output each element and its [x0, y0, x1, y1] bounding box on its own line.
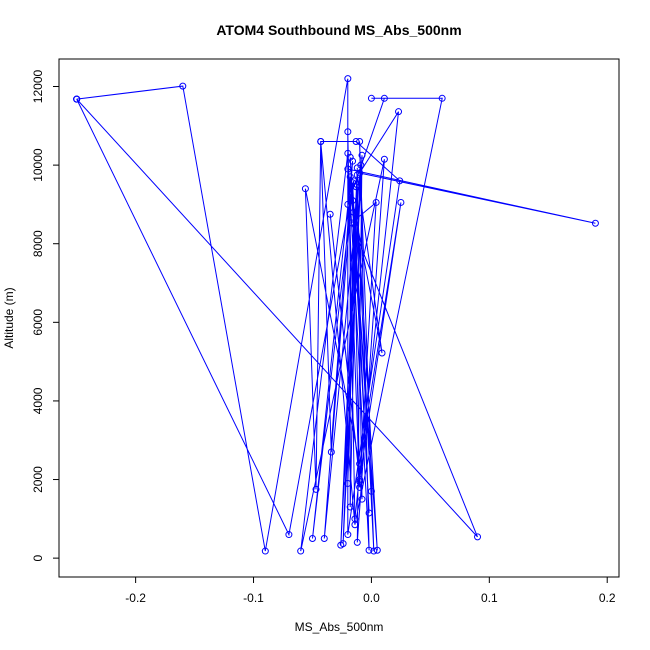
x-tick-label: -0.2: [125, 591, 146, 605]
y-tick-label: 2000: [31, 466, 45, 493]
data-point: [352, 138, 360, 146]
data-point: [317, 138, 325, 146]
x-tick-label: 0.0: [363, 591, 380, 605]
data-point: [356, 138, 364, 146]
y-tick-label: 10000: [31, 148, 45, 182]
data-point: [356, 477, 364, 485]
data-point: [365, 509, 373, 517]
data-point: [297, 547, 305, 555]
data-point: [179, 82, 187, 90]
chart-title: ATOM4 Southbound MS_Abs_500nm: [216, 22, 461, 38]
y-tick-label: 6000: [31, 309, 45, 336]
data-point: [73, 95, 81, 103]
plot-area-frame: [58, 58, 620, 578]
data-point: [353, 181, 361, 189]
y-axis-label: Altitude (m): [2, 287, 16, 348]
data-point: [353, 538, 361, 546]
data-point: [344, 75, 352, 83]
data-point: [308, 534, 316, 542]
series-line: [76, 78, 596, 552]
data-point: [326, 210, 334, 218]
x-tick-label: -0.1: [243, 591, 264, 605]
data-point: [346, 173, 354, 181]
data-point: [327, 448, 335, 456]
y-tick-label: 8000: [31, 230, 45, 257]
data-point: [346, 503, 354, 511]
data-point: [438, 94, 446, 102]
data-point: [349, 157, 357, 165]
data-point: [395, 108, 403, 116]
data-point: [358, 495, 366, 503]
y-axis: 0 2000 4000 6000 8000 10000 12000: [31, 70, 59, 561]
data-point: [353, 164, 361, 172]
data-point: [367, 94, 375, 102]
data-point: [356, 460, 364, 468]
data-point: [351, 515, 359, 523]
data-point: [370, 547, 378, 555]
y-tick-label: 12000: [31, 70, 45, 104]
data-point: [397, 198, 405, 206]
data-point: [344, 200, 352, 208]
x-tick-label: 0.1: [481, 591, 498, 605]
data-point: [353, 171, 361, 179]
data-point: [378, 349, 386, 357]
data-point: [339, 540, 347, 548]
data-point: [380, 155, 388, 163]
data-point: [320, 534, 328, 542]
data-point: [347, 219, 355, 227]
data-point: [349, 179, 357, 187]
y-tick-label: 0: [31, 554, 45, 561]
data-point: [350, 208, 358, 216]
data-point: [358, 151, 366, 159]
data-point: [365, 546, 373, 554]
data-point: [372, 198, 380, 206]
data-point: [591, 219, 599, 227]
data-point: [344, 531, 352, 539]
data-series: [73, 75, 599, 555]
data-point: [344, 149, 352, 157]
x-axis: -0.2 -0.1 0.0 0.1 0.2: [125, 577, 616, 605]
data-point: [261, 547, 269, 555]
data-point: [367, 487, 375, 495]
data-point: [396, 177, 404, 185]
data-point: [474, 533, 482, 541]
y-tick-label: 4000: [31, 387, 45, 414]
data-point: [344, 128, 352, 136]
data-point: [373, 546, 381, 554]
data-point: [344, 165, 352, 173]
data-point: [301, 185, 309, 193]
data-point: [380, 94, 388, 102]
data-point: [349, 196, 357, 204]
x-axis-label: MS_Abs_500nm: [295, 620, 384, 634]
data-point: [285, 531, 293, 539]
x-tick-label: 0.2: [599, 591, 616, 605]
data-point: [312, 485, 320, 493]
data-point: [344, 479, 352, 487]
data-point: [356, 476, 364, 484]
data-point: [346, 153, 354, 161]
